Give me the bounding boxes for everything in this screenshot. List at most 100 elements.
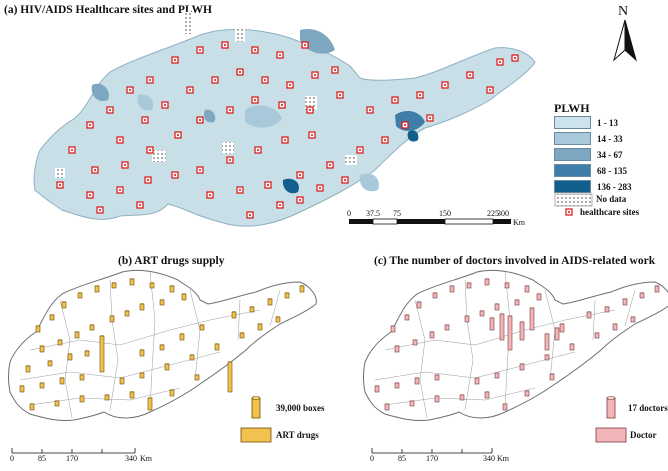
- doctor-count-bar: [484, 391, 490, 399]
- healthcare-site-marker: [106, 106, 114, 114]
- healthcare-site-marker: [236, 68, 244, 76]
- scale-a-tick-3: 150: [439, 209, 451, 218]
- healthcare-site-marker: [171, 56, 179, 64]
- healthcare-site-marker: [276, 201, 284, 209]
- healthcare-site-marker: [236, 186, 244, 194]
- panel-b-fill-legend-label: ART drugs: [276, 430, 319, 440]
- healthcare-site-marker: [221, 41, 229, 49]
- doctor-count-bar: [484, 278, 490, 286]
- art-supply-bar: [109, 315, 115, 323]
- art-supply-bar: [164, 363, 170, 371]
- healthcare-site-marker: [86, 191, 94, 199]
- art-supply-bar: [67, 353, 73, 361]
- art-supply-bar: [54, 400, 60, 407]
- healthcare-site-marker: [341, 176, 349, 184]
- art-supply-bar: [199, 324, 205, 331]
- doctor-bars-layer: [374, 278, 660, 411]
- art-supply-bar: [181, 293, 187, 301]
- doctor-count-bar: [507, 315, 513, 351]
- healthcare-site-marker: [144, 176, 152, 184]
- doctor-count-bar: [384, 403, 390, 411]
- healthcare-site-marker: [174, 131, 182, 139]
- panel-c-fill-swatch: [595, 427, 627, 443]
- scale-b-tick-1: 85: [38, 454, 46, 463]
- art-supply-bar: [61, 301, 67, 309]
- plwh-legend-title: PLWH: [554, 101, 590, 115]
- healthcare-site-marker: [416, 91, 424, 99]
- doctor-count-bar: [502, 403, 508, 411]
- art-bars-layer: [19, 278, 305, 411]
- plwh-legend-swatch: [554, 116, 591, 129]
- healthcare-site-marker: [211, 76, 219, 84]
- art-supply-bar: [179, 333, 185, 341]
- art-supply-bar: [227, 361, 233, 393]
- plwh-legend-row: 34 - 67: [554, 148, 623, 161]
- art-supply-bar: [119, 377, 125, 385]
- healthcare-sites-layer: [56, 41, 519, 219]
- panel-b-scale-bar: [11, 448, 136, 454]
- art-supply-bar: [94, 285, 100, 293]
- darker-regions: [91, 28, 425, 194]
- no-data-regions: [55, 12, 357, 178]
- scale-b-tick-0: 0: [10, 454, 14, 463]
- healthcare-site-marker: [301, 41, 309, 49]
- healthcare-site-marker: [121, 161, 129, 169]
- healthcare-site-marker: [246, 211, 254, 219]
- art-supply-bar: [84, 350, 90, 357]
- doctor-count-bar: [474, 377, 480, 385]
- art-supply-bar: [35, 325, 41, 333]
- healthcare-site-marker: [251, 96, 259, 104]
- art-supply-bar: [79, 395, 85, 403]
- healthcare-site-marker: [86, 121, 94, 129]
- doctor-count-bar: [554, 327, 560, 341]
- doctor-count-bar: [586, 311, 592, 319]
- doctor-count-bar: [519, 363, 525, 371]
- art-supply-bar: [39, 382, 45, 389]
- healthcare-site-marker: [486, 86, 494, 94]
- art-supply-bar: [129, 278, 135, 286]
- panel-b-title: (b) ART drugs supply: [118, 255, 225, 267]
- plwh-legend-swatch: [554, 164, 591, 177]
- healthcare-site-marker: [366, 106, 374, 114]
- doctor-count-bar: [536, 293, 542, 301]
- no-data-label: No data: [596, 194, 627, 204]
- north-arrow-icon: [613, 19, 637, 62]
- art-supply-bar: [111, 282, 117, 289]
- doctor-count-bar: [504, 282, 510, 289]
- doctor-count-bar: [412, 339, 418, 346]
- healthcare-site-marker: [196, 46, 204, 54]
- scale-a-tick-1: 37.5: [366, 209, 380, 218]
- panel-c-fill-legend-label: Doctor: [630, 430, 657, 440]
- healthcare-site-marker: [326, 161, 334, 169]
- scale-c-tick-0: 0: [370, 454, 374, 463]
- healthcare-sites-label: healthcare sites: [580, 207, 640, 217]
- province-outline-c: [363, 269, 668, 421]
- doctor-count-bar: [639, 292, 645, 299]
- healthcare-site-marker: [356, 146, 364, 154]
- art-supply-bar: [257, 323, 263, 331]
- plwh-legend-label: 68 - 135: [597, 165, 627, 176]
- doctor-count-bar: [404, 314, 410, 321]
- doctor-count-bar: [414, 377, 420, 385]
- scale-b-tick-3: 340: [125, 454, 137, 463]
- healthcare-site-marker: [286, 81, 294, 89]
- panel-c-scale-bar: [371, 448, 493, 454]
- scale-b-tick-2: 170: [66, 454, 78, 463]
- doctor-count-bar: [409, 400, 415, 407]
- scale-a-tick-0: 0: [347, 209, 351, 218]
- art-supply-bar: [59, 377, 65, 385]
- doctor-count-bar: [479, 310, 485, 317]
- healthcare-site-marker: [391, 96, 399, 104]
- doctor-count-bar: [466, 282, 472, 289]
- healthcare-site-marker: [196, 116, 204, 124]
- plwh-legend-label: 34 - 67: [597, 149, 623, 160]
- healthcare-site-marker: [226, 106, 234, 114]
- art-supply-bar: [57, 339, 63, 346]
- healthcare-site-marker: [116, 186, 124, 194]
- no-data-swatch: [554, 193, 593, 207]
- doctor-count-bar: [449, 285, 455, 293]
- art-supply-bar: [104, 394, 110, 401]
- doctor-count-bar: [434, 374, 440, 381]
- panel-c-legend-bar: [606, 396, 616, 419]
